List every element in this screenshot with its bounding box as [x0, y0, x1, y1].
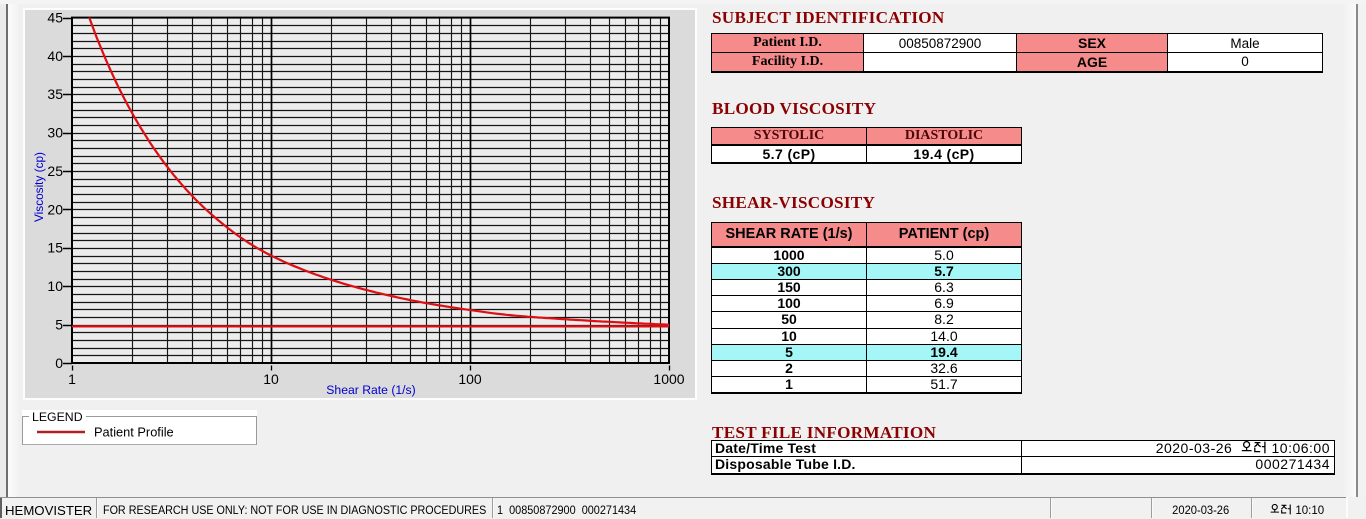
svg-text:Viscosity (cp): Viscosity (cp) — [32, 152, 46, 222]
svg-text:25: 25 — [47, 163, 63, 179]
svg-text:20: 20 — [47, 201, 63, 217]
svg-text:5: 5 — [55, 316, 63, 332]
svg-text:40: 40 — [47, 48, 63, 64]
svg-text:35: 35 — [47, 86, 63, 102]
svg-text:0: 0 — [55, 355, 63, 371]
svg-text:Patient Profile: Patient Profile — [94, 425, 174, 440]
svg-text:30: 30 — [47, 125, 63, 141]
svg-text:15: 15 — [47, 240, 63, 256]
svg-text:10: 10 — [263, 371, 279, 387]
svg-text:10: 10 — [47, 278, 63, 294]
svg-text:100: 100 — [458, 371, 482, 387]
svg-text:Shear Rate (1/s): Shear Rate (1/s) — [326, 383, 415, 397]
svg-text:1: 1 — [68, 371, 76, 387]
svg-text:45: 45 — [47, 9, 63, 25]
svg-text:1000: 1000 — [653, 371, 684, 387]
